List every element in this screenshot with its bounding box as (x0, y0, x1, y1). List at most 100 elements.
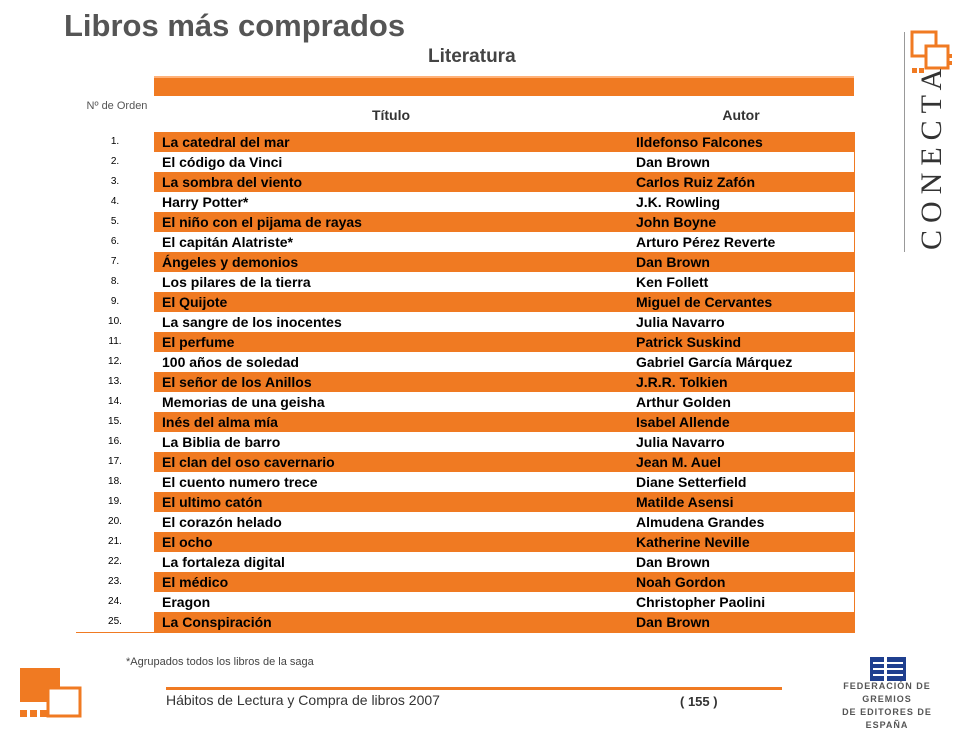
book-title: La catedral del mar (154, 132, 628, 152)
row-number: 12. (76, 352, 154, 372)
table-row: 4. Harry Potter* J.K. Rowling (76, 192, 854, 212)
table-row: 3. La sombra del viento Carlos Ruiz Zafón (76, 172, 854, 192)
books-table: 1. La catedral del mar Ildefonso Falcones 2… (76, 132, 855, 633)
row-number: 17. (76, 452, 154, 472)
row-number: 23. (76, 572, 154, 592)
book-title: Inés del alma mía (154, 412, 628, 432)
table-row: 15. Inés del alma mía Isabel Allende (76, 412, 854, 432)
book-author: Dan Brown (628, 252, 854, 272)
row-number: 14. (76, 392, 154, 412)
book-author: Arthur Golden (636, 394, 731, 410)
table-row: 16. La Biblia de barro Julia Navarro (76, 432, 854, 452)
table-row: 24. Eragon Christopher Paolini (76, 592, 854, 612)
table-row: 13. El señor de los Anillos J.R.R. Tolkien (76, 372, 854, 392)
table-row: 7. Ángeles y demonios Dan Brown (76, 252, 854, 272)
corner-squares-icon (20, 668, 82, 718)
row-number: 24. (76, 592, 154, 612)
row-number: 6. (76, 232, 154, 252)
book-title: La sombra del viento (154, 172, 628, 192)
row-number: 2. (76, 152, 154, 172)
table-row: 25. La Conspiración Dan Brown (76, 612, 854, 632)
book-author: Miguel de Cervantes (628, 292, 854, 312)
column-header-title: Título (371, 107, 411, 123)
federacion-line-2: DE EDITORES DE ESPAÑA (842, 707, 932, 730)
book-title: El señor de los Anillos (154, 372, 628, 392)
row-number: 8. (76, 272, 154, 292)
book-title: Eragon (162, 594, 211, 610)
book-author: John Boyne (628, 212, 854, 232)
row-number: 1. (76, 132, 154, 152)
row-number: 5. (76, 212, 154, 232)
table-row: 18. El cuento numero trece Diane Setterfie… (76, 472, 854, 492)
book-title: El capitán Alatriste* (162, 234, 293, 250)
book-author: Dan Brown (628, 612, 854, 632)
book-author: J.K. Rowling (636, 194, 720, 210)
book-author: Isabel Allende (628, 412, 854, 432)
book-title: El perfume (154, 332, 628, 352)
row-number: 19. (76, 492, 154, 512)
book-author: Diane Setterfield (636, 474, 747, 490)
book-author: Julia Navarro (636, 434, 725, 450)
row-number: 20. (76, 512, 154, 532)
book-author: Arturo Pérez Reverte (636, 234, 776, 250)
federacion-line-1: FEDERACIÓN DE GREMIOS (843, 681, 931, 704)
book-title: La sangre de los inocentes (162, 314, 342, 330)
row-number: 11. (76, 332, 154, 352)
book-title: La Biblia de barro (162, 434, 281, 450)
book-author: Jean M. Auel (628, 452, 854, 472)
book-title: 100 años de soledad (162, 354, 299, 370)
table-row: 21. El ocho Katherine Neville (76, 532, 854, 552)
book-author: Matilde Asensi (628, 492, 854, 512)
book-author: Julia Navarro (636, 314, 725, 330)
conecta-squares-icon (910, 30, 952, 73)
row-number: 25. (76, 612, 154, 632)
book-title: El médico (154, 572, 628, 592)
footer-rule (166, 687, 782, 690)
book-title: El niño con el pijama de rayas (154, 212, 628, 232)
row-number: 16. (76, 432, 154, 452)
book-title: El corazón helado (162, 514, 282, 530)
column-header-order: Nº de Orden (86, 100, 148, 112)
book-author: Noah Gordon (628, 572, 854, 592)
book-author: Dan Brown (636, 554, 710, 570)
book-author: J.R.R. Tolkien (628, 372, 854, 392)
table-row: 14. Memorias de una geisha Arthur Golden (76, 392, 854, 412)
book-title: Los pilares de la tierra (162, 274, 311, 290)
column-header-author: Autor (722, 107, 760, 123)
row-number: 18. (76, 472, 154, 492)
conecta-logo-text: CONECTA (915, 61, 948, 250)
table-row: 12. 100 años de soledad Gabriel García Már… (76, 352, 854, 372)
book-author: Almudena Grandes (636, 514, 765, 530)
row-number: 7. (76, 252, 154, 272)
federacion-label: FEDERACIÓN DE GREMIOS DE EDITORES DE ESP… (822, 680, 952, 732)
page-subtitle: Literatura (428, 46, 516, 67)
table-row: 2. El código da Vinci Dan Brown (76, 152, 854, 172)
table-row: 9. El Quijote Miguel de Cervantes (76, 292, 854, 312)
page-title: Libros más comprados (64, 8, 406, 43)
conecta-divider (904, 32, 905, 252)
row-number: 21. (76, 532, 154, 552)
book-title: El ocho (154, 532, 628, 552)
book-title: La Conspiración (154, 612, 628, 632)
footer-text: Hábitos de Lectura y Compra de libros 20… (166, 692, 440, 708)
book-title: Ángeles y demonios (154, 252, 628, 272)
federacion-logo-icon (870, 657, 906, 681)
table-row: 5. El niño con el pijama de rayas John Boy… (76, 212, 854, 232)
book-author: Ildefonso Falcones (628, 132, 854, 152)
row-number: 22. (76, 552, 154, 572)
table-header-bar (154, 76, 854, 96)
table-row: 20. El corazón helado Almudena Grandes (76, 512, 854, 532)
book-author: Gabriel García Márquez (636, 354, 793, 370)
footnote: *Agrupados todos los libros de la saga (126, 656, 314, 668)
book-author: Carlos Ruiz Zafón (628, 172, 854, 192)
book-title: El cuento numero trece (162, 474, 318, 490)
page-number: ( 155 ) (680, 694, 718, 709)
book-title: El clan del oso cavernario (154, 452, 628, 472)
book-title: El Quijote (154, 292, 628, 312)
book-author: Ken Follett (636, 274, 709, 290)
table-row: 22. La fortaleza digital Dan Brown (76, 552, 854, 572)
row-number: 9. (76, 292, 154, 312)
table-row: 6. El capitán Alatriste* Arturo Pérez Reve… (76, 232, 854, 252)
table-row: 11. El perfume Patrick Suskind (76, 332, 854, 352)
book-title: El ultimo catón (154, 492, 628, 512)
